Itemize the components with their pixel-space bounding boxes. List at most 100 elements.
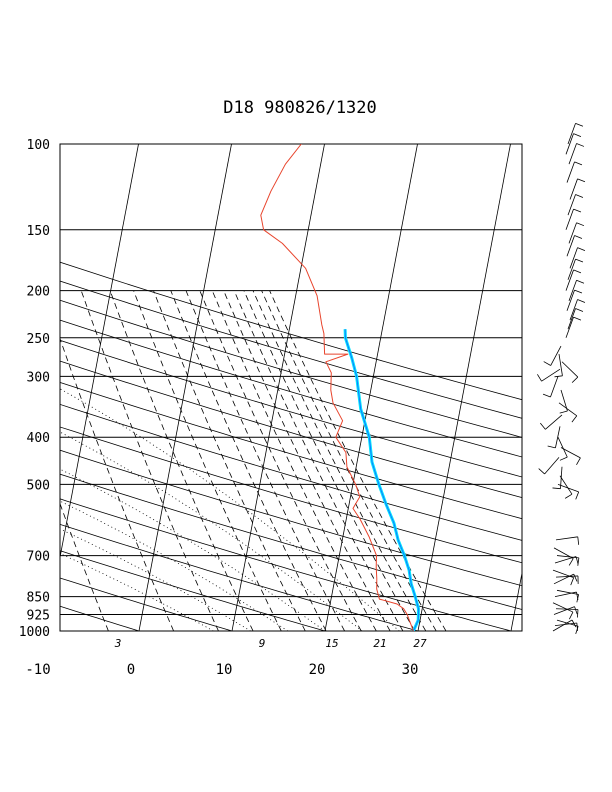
wind-barb <box>555 536 580 545</box>
isotherm-line <box>324 144 418 631</box>
mixing-ratio-label: 3 <box>114 637 122 650</box>
mixing-ratio-labels: 3 9 15 21 27 <box>114 637 427 650</box>
dry-adiabat <box>60 299 522 438</box>
mixing-ratio-line <box>211 290 377 631</box>
chart-title: D18 980826/1320 <box>223 98 377 118</box>
wind-barb <box>556 589 579 603</box>
mixing-ratio-line <box>269 290 447 631</box>
dry-adiabat <box>60 449 522 587</box>
temperature-axis: -10 0 10 20 30 <box>25 662 418 678</box>
wind-barb <box>569 247 586 269</box>
wind-barb <box>559 475 573 499</box>
mixing-ratio-line <box>60 337 174 631</box>
wind-barb <box>567 258 584 280</box>
mixing-ratio-label: 27 <box>413 637 427 650</box>
wind-barb <box>566 289 583 311</box>
thermo-lines <box>60 144 612 631</box>
wind-barb <box>538 457 560 475</box>
wind-barb <box>568 222 585 244</box>
dry-adiabat <box>60 360 522 498</box>
pressure-label: 500 <box>27 478 50 493</box>
pressure-label: 250 <box>27 332 50 347</box>
wind-barb <box>565 316 582 338</box>
mixing-ratio-line <box>223 290 391 631</box>
moist-adiabat <box>60 431 363 631</box>
dry-adiabat <box>60 473 522 610</box>
wind-barb <box>553 547 574 566</box>
mixing-ratio-line <box>233 290 404 631</box>
dry-adiabat <box>60 280 522 419</box>
isotherm-line <box>510 570 522 631</box>
pressure-label: 700 <box>27 550 50 565</box>
wind-barb <box>556 555 580 566</box>
wind-barb <box>540 414 563 430</box>
mixing-ratio-line <box>261 290 437 631</box>
pressure-label: 300 <box>27 370 50 385</box>
wind-barb <box>565 269 582 291</box>
temperature-tick-label: 20 <box>309 662 326 678</box>
wind-barb <box>565 208 582 230</box>
wind-barb <box>567 194 584 216</box>
wind-barb <box>537 368 561 382</box>
wind-barb <box>557 484 580 500</box>
mixing-ratio-line <box>109 290 254 631</box>
wind-barbs <box>537 122 586 634</box>
pressure-label: 850 <box>27 591 50 606</box>
mixing-ratio-line <box>185 290 345 631</box>
pressure-label: 200 <box>27 285 50 300</box>
mixing-ratio-line <box>199 290 362 631</box>
wind-barb <box>554 591 579 600</box>
isobars <box>60 143 522 632</box>
dry-adiabat <box>60 382 522 520</box>
wind-barb <box>558 402 578 423</box>
wind-barb <box>555 575 579 584</box>
wind-barb <box>554 354 563 378</box>
isotherm-line <box>138 144 232 631</box>
dry-adiabat <box>60 403 522 541</box>
wind-barb <box>561 361 579 383</box>
moist-adiabat <box>60 552 214 631</box>
isotherm-line <box>60 144 139 560</box>
isotherm-line <box>604 144 612 631</box>
wind-barb <box>567 308 584 330</box>
wind-barb <box>569 299 586 321</box>
wind-barb <box>566 161 583 183</box>
dry-adiabat <box>60 426 522 564</box>
wind-barb <box>552 466 563 490</box>
moist-adiabat <box>60 468 326 631</box>
wind-barb <box>567 122 584 145</box>
plot-frame <box>59 143 523 632</box>
mixing-ratio-line <box>60 502 109 631</box>
isotherm-line <box>417 144 511 631</box>
mixing-ratio-line <box>153 290 306 631</box>
temperature-trace-core <box>344 329 419 631</box>
wind-barb <box>566 235 583 257</box>
temperature-tick-label: 0 <box>127 662 135 678</box>
mixing-ratio-line <box>252 290 427 631</box>
mixing-ratio-line <box>133 290 282 631</box>
wind-barb <box>542 376 559 398</box>
temperature-tick-label: -10 <box>25 662 50 678</box>
pressure-label: 1000 <box>19 625 50 640</box>
wind-barb <box>560 447 581 465</box>
mixing-ratio-label: 21 <box>373 637 386 650</box>
wind-barb <box>552 602 574 620</box>
wind-barb <box>553 573 578 585</box>
temperature-tick-label: 10 <box>216 662 233 678</box>
wind-barb <box>556 619 579 634</box>
mixing-ratio-line <box>170 290 327 631</box>
wind-barb <box>568 279 585 302</box>
isotherm-line <box>231 144 325 631</box>
wind-barb <box>555 608 579 618</box>
pressure-label: 150 <box>27 224 50 239</box>
dry-adiabat <box>60 605 140 631</box>
mixing-ratio-label: 9 <box>259 637 266 650</box>
wind-barb <box>543 345 562 366</box>
mixing-ratio-line <box>80 290 219 631</box>
dry-adiabat <box>60 261 522 401</box>
pressure-label: 100 <box>27 138 50 153</box>
wind-barb <box>565 133 582 155</box>
wind-barb <box>559 389 568 414</box>
